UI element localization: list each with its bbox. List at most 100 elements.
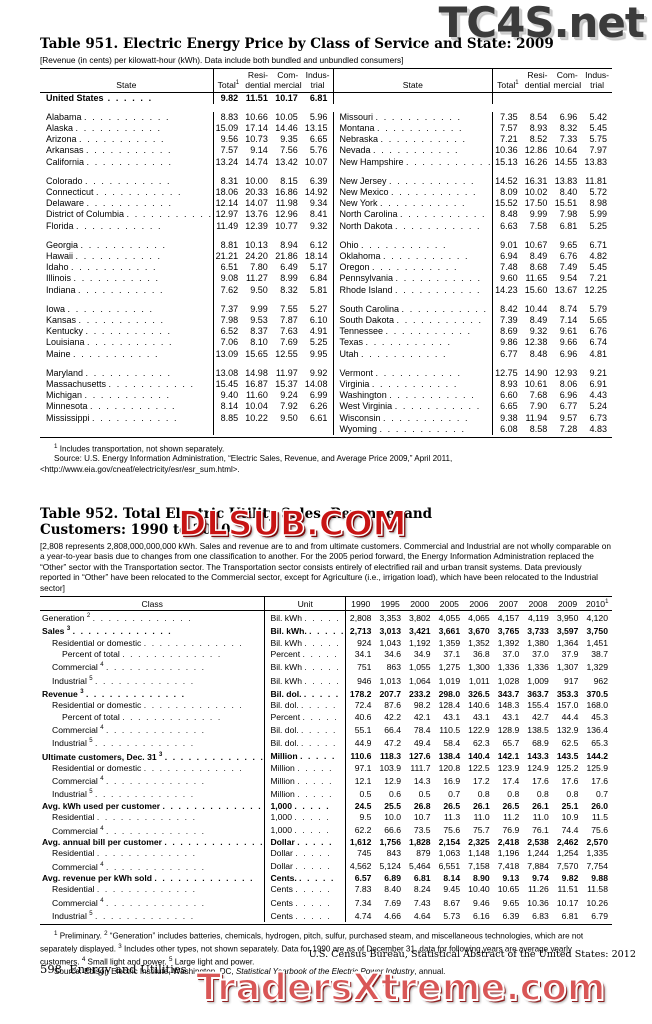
cell-value: 3,802: [409, 612, 431, 623]
cell-industrial: [582, 296, 612, 304]
cell-value: 7,158: [468, 861, 490, 872]
cell-commercial: 9.57: [559, 412, 578, 423]
row-label: Kansas . . . . . . . . . . .: [46, 315, 165, 326]
cell-residential: 7.68: [529, 390, 548, 401]
cell-industrial: 10.07: [304, 156, 328, 167]
cell-industrial: 14.92: [304, 187, 328, 198]
cell-total: 13.09: [212, 348, 244, 360]
cell-value: 1,019: [438, 675, 461, 686]
table-row: Kansas . . . . . . . . . . . 7.98 9.53 7.87…: [40, 315, 612, 327]
cell-industrial: 18.14: [304, 251, 328, 262]
cell-value: 1,013: [379, 675, 401, 686]
table-row: Alaska . . . . . . . . . . . 15.09 17.14 14…: [40, 123, 612, 135]
table-951-title: Table 951. Electric Energy Price by Clas…: [40, 36, 554, 52]
cell-total: 9.40: [212, 390, 244, 402]
cell-value: 0.8: [477, 789, 490, 800]
col-unit: Unit: [264, 596, 346, 612]
cell-value: 1,275: [438, 662, 461, 673]
cell-value: 47.2: [384, 738, 401, 749]
footer-section: Energy and Utilities: [69, 962, 187, 976]
cell-residential: 10.44: [524, 303, 548, 314]
row-label: Iowa . . . . . . . . . . .: [46, 303, 154, 314]
cell-value: 326.5: [468, 688, 490, 699]
cell-value: 110.6: [345, 749, 376, 763]
cell-value: 58.4: [443, 738, 461, 749]
cell-industrial: [582, 168, 612, 176]
row-label: Pennsylvania . . . . . . . . . . .: [332, 273, 493, 285]
cell-industrial: 5.25: [309, 337, 328, 348]
cell-value: 8.40: [384, 884, 401, 895]
cell-commercial: 12.93: [554, 367, 578, 378]
row-label: Percent of total . . . . . . . . . . . .…: [62, 711, 222, 722]
row-label: Missouri . . . . . . . . . . .: [332, 111, 493, 123]
cell-value: 9.45: [443, 884, 461, 895]
cell-total: 15.45: [212, 379, 244, 391]
table-row-spacer: [40, 295, 612, 304]
table-row: Commercial 4 . . . . . . . . . . . . . Do…: [40, 859, 612, 873]
row-label: Commercial 4 . . . . . . . . . . . . .: [52, 897, 206, 908]
cell-value: 6.81: [413, 872, 431, 883]
cell-industrial: 13.15: [304, 123, 328, 133]
cell-commercial: 6.96: [559, 111, 578, 122]
cell-unit: 1,000 . . . . .: [264, 812, 346, 824]
cell-value: 111.7: [410, 762, 431, 773]
cell-commercial: 10.64: [554, 145, 578, 156]
cell-unit: Bil. dol. . . . . .: [264, 686, 346, 701]
table-row: Idaho . . . . . . . . . . . 6.51 7.80 6.49 5…: [40, 262, 612, 274]
cell-value: 17.2: [472, 776, 490, 787]
cell-value: 0.5: [345, 787, 376, 801]
row-label: [332, 295, 493, 304]
row-label: New Mexico . . . . . . . . . . .: [332, 187, 493, 199]
cell-industrial: 9.92: [309, 367, 328, 378]
cell-value: 3,661: [438, 626, 461, 637]
cell-commercial: 15.37: [275, 379, 298, 390]
cell-value: 34.6: [384, 648, 401, 659]
cell-value: 122.5: [468, 762, 490, 773]
row-label: Mississippi . . . . . . . . . . .: [46, 412, 179, 423]
table-951-headnote: [Revenue (in cents) per kilowatt-hour (k…: [40, 55, 404, 65]
cell-value: 17.4: [502, 776, 520, 787]
cell-value: 98.2: [413, 700, 431, 711]
col-industrial-right: Indus-trial: [582, 68, 612, 93]
cell-value: 11.51: [557, 884, 579, 895]
cell-value: 143.5: [556, 751, 579, 762]
row-label: Florida . . . . . . . . . . .: [46, 220, 163, 231]
cell-industrial: 4.81: [589, 348, 607, 359]
row-label: Indiana . . . . . . . . . . .: [46, 284, 165, 295]
cell-value: 1,192: [409, 637, 431, 648]
cell-value: 4.64: [413, 910, 431, 921]
table-951-footnotes: 1 Includes transportation, not shown sep…: [40, 442, 612, 475]
cell-value: 26.1: [532, 800, 549, 811]
cell-value: 7.34: [345, 895, 376, 909]
table-row: Industrial 5 . . . . . . . . . . . . . Ce…: [40, 908, 612, 923]
cell-value: 9.5: [345, 812, 376, 824]
cell-total: 8.93: [492, 379, 523, 391]
cell-value: 2,325: [468, 836, 490, 847]
cell-value: 120.8: [438, 762, 461, 773]
cell-value: 17.6: [591, 776, 608, 787]
cell-value: 4,065: [468, 612, 490, 623]
cell-value: 62.2: [345, 823, 376, 837]
cell-value: 1,612: [345, 836, 376, 849]
cell-value: 2,418: [497, 836, 520, 847]
cell-residential: 14.74: [245, 156, 268, 167]
table-row: Wyoming . . . . . . . . . . . 6.08 8.58 7.2…: [40, 423, 612, 436]
cell-industrial: [582, 232, 612, 240]
cell-value: 3,013: [379, 626, 401, 637]
row-label: [40, 168, 213, 176]
cell-value: 1,063: [438, 848, 461, 859]
cell-total: 7.21: [492, 134, 523, 146]
row-label: Generation 2 . . . . . . . . . . . . .: [42, 612, 193, 623]
cell-industrial: 6.39: [309, 175, 328, 186]
cell-value: 9.82: [561, 872, 579, 883]
table-row: Ultimate customers, Dec. 31 3 . . . . . …: [40, 749, 612, 763]
cell-industrial: 6.81: [309, 92, 328, 103]
row-label: New York . . . . . . . . . . .: [332, 198, 493, 210]
table-row: Kentucky . . . . . . . . . . . 6.52 8.37 7.…: [40, 326, 612, 338]
row-label: Commercial 4 . . . . . . . . . . . . .: [52, 861, 206, 872]
cell-value: 1,828: [409, 836, 431, 847]
table-row: Generation 2 . . . . . . . . . . . . . Bi…: [40, 610, 612, 625]
cell-unit: 1,000 . . . . .: [264, 800, 346, 813]
cell-residential: 12.86: [524, 145, 548, 156]
cell-total: 8.09: [492, 187, 523, 199]
